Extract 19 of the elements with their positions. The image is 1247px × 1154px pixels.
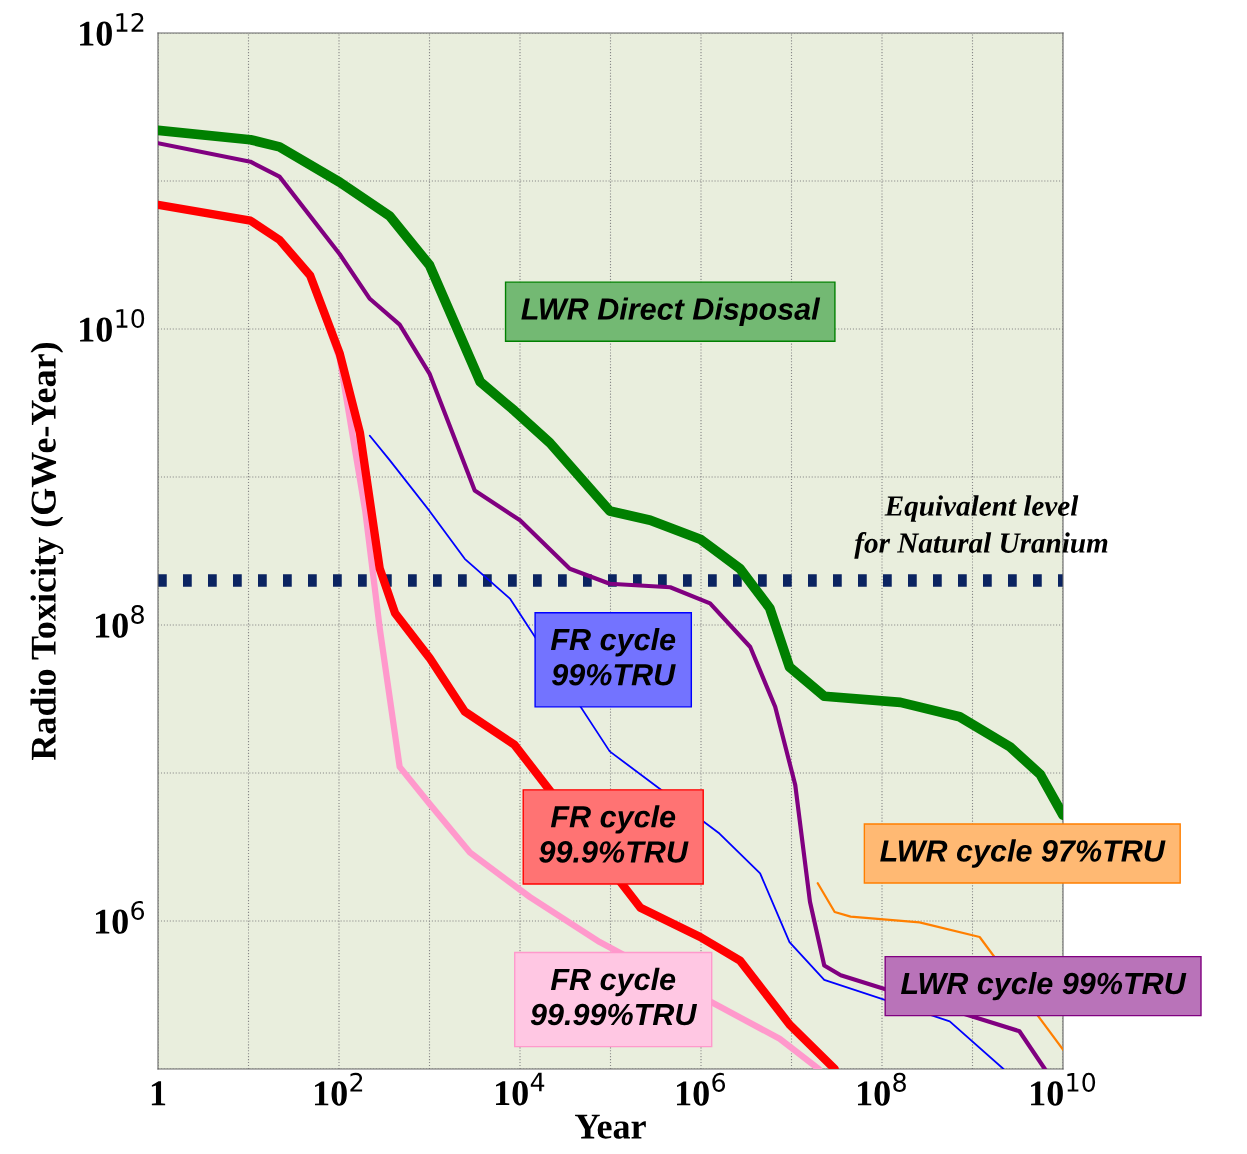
x-tick-label: 10$^{6}$ <box>676 1072 726 1106</box>
series-label: LWR cycle 97%TRU <box>880 839 1166 868</box>
x-axis-title: Year <box>575 1114 646 1139</box>
ref-line-label: Equivalent level for Natural Uranium <box>854 495 1108 559</box>
y-tick-label: 10$^{8}$ <box>95 604 144 638</box>
y-tick-label: 10$^{12}$ <box>80 12 144 46</box>
series-label: LWR Direct Disposal <box>521 297 821 326</box>
series-label: LWR cycle 99%TRU <box>900 971 1187 1001</box>
x-tick-label: 10$^{4}$ <box>495 1072 545 1106</box>
series-label: FR cycle 99%TRU <box>550 627 676 686</box>
x-tick-label: 10$^{2}$ <box>314 1072 363 1106</box>
y-tick-label: 10$^{10}$ <box>80 308 145 342</box>
y-axis-title: Radio Toxicity (GWe-Year) <box>30 342 64 761</box>
series-label: FR cycle 99.9%TRU <box>539 805 689 863</box>
x-tick-label: 10$^{10}$ <box>1031 1072 1096 1106</box>
x-tick-label: 10$^{8}$ <box>857 1072 906 1106</box>
series-label: FR cycle 99.99%TRU <box>530 967 698 1026</box>
y-tick-label: 10$^{6}$ <box>95 900 145 934</box>
x-tick-label: 1 <box>151 1081 166 1106</box>
